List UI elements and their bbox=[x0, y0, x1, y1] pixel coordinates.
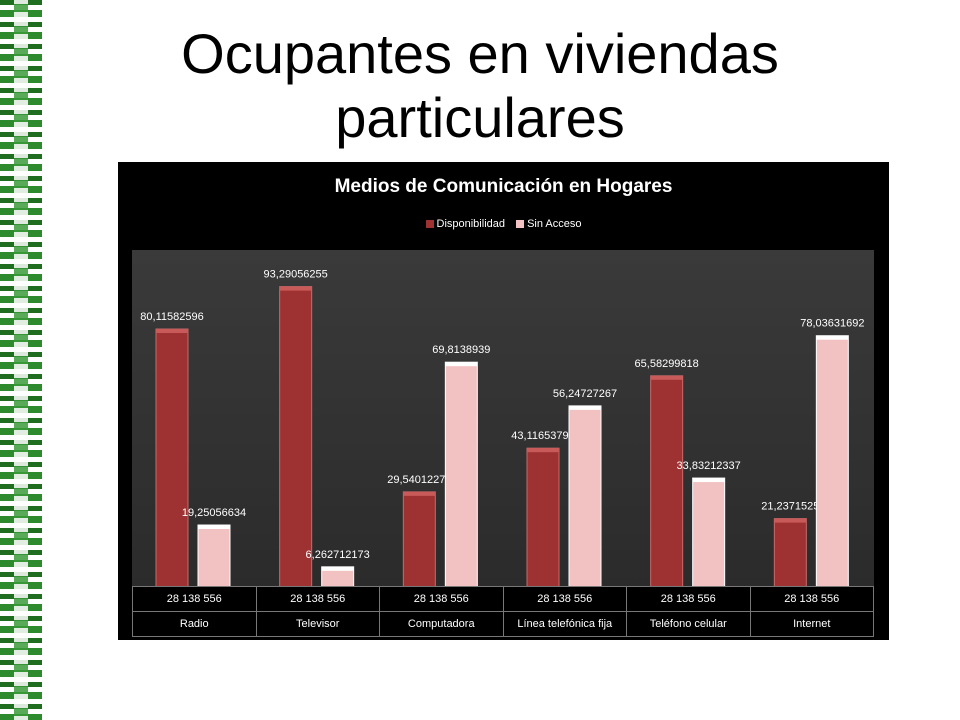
chart-title: Medios de Comunicación en Hogares bbox=[334, 176, 673, 197]
data-label: 56,24727267 bbox=[553, 388, 617, 400]
bar-cap bbox=[156, 329, 188, 334]
data-label: 78,03631692 bbox=[800, 318, 864, 330]
data-label: 43,11653794 bbox=[511, 430, 574, 442]
table-cell: 28 138 556 bbox=[626, 586, 751, 612]
bar-cap bbox=[774, 518, 807, 523]
bar-sin-acceso bbox=[197, 524, 231, 588]
data-label: 65,58299818 bbox=[635, 358, 699, 370]
bar-disponibilidad bbox=[526, 447, 560, 588]
data-label: 21,2371525 bbox=[761, 501, 819, 513]
bar-disponibilidad bbox=[402, 491, 436, 588]
data-label: 80,11582596 bbox=[140, 311, 203, 323]
data-label: 33,83212337 bbox=[677, 460, 741, 472]
category-label: Televisor bbox=[255, 611, 380, 637]
bar-sin-acceso bbox=[568, 405, 602, 588]
slide-title: Ocupantes en viviendas particulares bbox=[80, 22, 880, 150]
table-cell: 28 138 556 bbox=[379, 586, 504, 612]
legend-swatch-sin-acceso bbox=[516, 220, 525, 229]
bar-cap bbox=[321, 566, 354, 571]
legend-label-sin-acceso: Sin Acceso bbox=[527, 218, 582, 230]
bar-cap bbox=[198, 525, 230, 530]
decorative-border bbox=[0, 0, 42, 720]
bar-cap bbox=[403, 491, 436, 496]
table-cell: 28 138 556 bbox=[749, 586, 874, 612]
slide-title-line1: Ocupantes en viviendas bbox=[181, 22, 779, 85]
table-row-categories: Radio Televisor Computadora Línea telefó… bbox=[132, 611, 874, 637]
legend-item-disponibilidad: Disponibilidad bbox=[425, 218, 506, 230]
bar-disponibilidad bbox=[279, 286, 313, 588]
data-label: 6,262712173 bbox=[306, 549, 370, 561]
bar-cap bbox=[569, 405, 601, 410]
bar-cap bbox=[816, 335, 849, 340]
slide-title-line2: particulares bbox=[335, 86, 625, 149]
bar-sin-acceso bbox=[815, 335, 849, 588]
legend-label-disponibilidad: Disponibilidad bbox=[436, 218, 506, 230]
bar-cap bbox=[692, 478, 725, 483]
bar-cap bbox=[650, 375, 683, 380]
table-cell: 28 138 556 bbox=[255, 586, 380, 612]
category-label: Internet bbox=[749, 611, 874, 637]
data-label: 19,25056634 bbox=[182, 507, 246, 519]
data-table: 28 138 556 28 138 556 28 138 556 28 138 … bbox=[132, 586, 874, 637]
bar-cap bbox=[445, 362, 478, 367]
legend-swatch-disponibilidad bbox=[425, 220, 434, 229]
chart-legend: Disponibilidad Sin Acceso bbox=[118, 218, 889, 230]
bar-sin-acceso bbox=[444, 361, 478, 588]
bar-cap bbox=[279, 286, 312, 291]
bar-disponibilidad bbox=[155, 328, 189, 588]
bar-disponibilidad bbox=[650, 375, 684, 588]
bar-sin-acceso bbox=[692, 477, 726, 588]
table-cell: 28 138 556 bbox=[132, 586, 257, 612]
legend-item-sin-acceso: Sin Acceso bbox=[516, 218, 581, 230]
category-label: Computadora bbox=[379, 611, 504, 637]
bar-disponibilidad bbox=[773, 518, 807, 588]
bars-svg: 80,11582596 93,29056255 29,54012274 43,1165… bbox=[140, 269, 864, 588]
table-cell: 28 138 556 bbox=[502, 586, 627, 612]
category-label: Línea telefónica fija bbox=[502, 611, 627, 637]
table-row-values: 28 138 556 28 138 556 28 138 556 28 138 … bbox=[132, 586, 874, 612]
data-label: 93,29056255 bbox=[264, 269, 328, 281]
category-label: Teléfono celular bbox=[626, 611, 751, 637]
bar-cap bbox=[527, 448, 559, 453]
category-label: Radio bbox=[132, 611, 257, 637]
data-label: 69,8138939 bbox=[432, 344, 490, 356]
chart: Medios de Comunicación en Hogares Dispon… bbox=[118, 162, 889, 640]
data-label: 29,54012274 bbox=[387, 474, 451, 486]
plot-area: 80,11582596 93,29056255 29,54012274 43,1165… bbox=[132, 250, 874, 588]
